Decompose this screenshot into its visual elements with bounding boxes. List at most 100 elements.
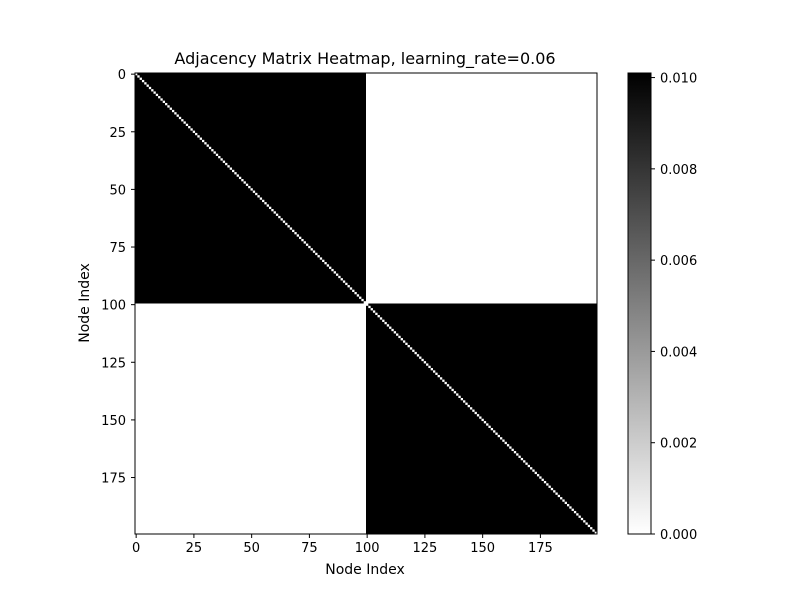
diagonal-cell: [527, 464, 531, 468]
diagonal-cell: [158, 96, 161, 99]
diagonal-cell: [576, 513, 579, 516]
diagonal-cell: [352, 289, 355, 292]
diagonal-cell: [211, 149, 214, 152]
diagonal-cell: [534, 471, 537, 475]
diagonal-cell: [148, 86, 152, 90]
diagonal-cell: [160, 98, 163, 101]
diagonal-cell: [292, 229, 295, 233]
diagonal-cell: [430, 368, 433, 371]
diagonal-cell: [525, 462, 528, 465]
diagonal-cell: [347, 285, 350, 288]
diagonal-cell: [190, 128, 193, 131]
diagonal-cell: [259, 197, 263, 200]
diagonal-cell: [553, 490, 556, 493]
diagonal-cell: [139, 77, 142, 80]
diagonal-cell: [560, 497, 563, 500]
diagonal-cell: [389, 326, 392, 329]
diagonal-cell: [490, 427, 494, 431]
diagonal-cell: [315, 252, 318, 256]
diagonal-cell: [305, 243, 309, 246]
diagonal-cell: [229, 167, 233, 170]
diagonal-cell: [481, 418, 484, 422]
y-tick-label: 150: [101, 414, 126, 429]
diagonal-cell: [488, 425, 491, 428]
x-axis-label: Node Index: [325, 562, 405, 578]
diagonal-cell: [165, 102, 168, 106]
diagonal-cell: [370, 308, 373, 311]
y-tick-label: 100: [101, 299, 126, 314]
y-tick-label: 50: [109, 183, 126, 198]
y-axis: 0 25 50 75 100 125 150 175: [101, 68, 135, 487]
diagonal-cell: [409, 347, 413, 350]
diagonal-cell: [398, 335, 401, 339]
diagonal-cell: [285, 222, 288, 226]
diagonal-cell: [331, 268, 334, 272]
diagonal-cell: [135, 73, 138, 76]
colorbar-tick-label: 0.010: [660, 72, 697, 87]
diagonal-cell: [220, 158, 223, 161]
diagonal-cell: [146, 84, 149, 87]
diagonal-cell: [335, 273, 339, 276]
diagonal-cell: [183, 121, 186, 124]
diagonal-cell: [299, 236, 302, 239]
diagonal-cell: [333, 271, 336, 274]
diagonal-cell: [245, 183, 249, 186]
diagonal-cell: [169, 107, 172, 110]
diagonal-cell: [215, 153, 219, 156]
diagonal-cell: [590, 527, 593, 530]
y-tick-label: 125: [101, 356, 126, 371]
diagonal-cell: [206, 144, 209, 147]
diagonal-cell: [227, 165, 230, 168]
diagonal-cell: [342, 280, 346, 283]
diagonal-cell: [550, 487, 554, 491]
diagonal-cell: [472, 409, 475, 412]
diagonal-cell: [349, 287, 353, 290]
diagonal-cell: [439, 377, 443, 380]
diagonal-cell: [310, 248, 313, 251]
diagonal-cell: [174, 112, 177, 115]
chart-title: Adjacency Matrix Heatmap, learning_rate=…: [174, 49, 555, 69]
diagonal-cell: [400, 338, 403, 341]
diagonal-cell: [282, 220, 286, 223]
diagonal-cell: [225, 162, 228, 166]
diagonal-cell: [541, 478, 544, 481]
diagonal-cell: [340, 278, 343, 281]
diagonal-cell: [236, 174, 239, 177]
y-tick-label: 25: [109, 126, 126, 141]
y-tick-label: 0: [118, 68, 126, 83]
colorbar: 0.000 0.002 0.004 0.006 0.008 0.010: [627, 72, 697, 543]
diagonal-cell: [432, 370, 436, 373]
x-tick-label: 100: [355, 541, 380, 556]
diagonal-cell: [435, 372, 438, 375]
diagonal-cell: [162, 100, 166, 103]
diagonal-cell: [252, 190, 256, 193]
diagonal-cell: [167, 105, 170, 108]
diagonal-cell: [520, 457, 524, 461]
diagonal-cell: [287, 225, 290, 228]
diagonal-cell: [419, 356, 422, 359]
diagonal-cell: [583, 520, 586, 523]
diagonal-cell: [530, 467, 533, 470]
diagonal-cell: [523, 460, 526, 463]
diagonal-cell: [361, 298, 364, 302]
diagonal-cell: [188, 126, 191, 129]
diagonal-cell: [326, 264, 330, 267]
diagonal-cell: [423, 361, 427, 364]
diagonal-cell: [338, 275, 341, 279]
diagonal-cell: [555, 492, 558, 495]
y-tick-label: 175: [101, 472, 126, 487]
diagonal-cell: [428, 365, 431, 369]
diagonal-cell: [294, 232, 297, 235]
diagonal-cell: [585, 522, 588, 525]
diagonal-line: [135, 73, 597, 534]
diagonal-cell: [499, 437, 503, 440]
x-tick-label: 50: [243, 541, 260, 556]
diagonal-cell: [322, 259, 325, 263]
diagonal-cell: [569, 506, 572, 509]
x-tick-label: 150: [470, 541, 495, 556]
diagonal-cell: [153, 91, 156, 94]
diagonal-cell: [548, 485, 551, 488]
diagonal-cell: [204, 142, 207, 145]
diagonal-cell: [564, 501, 567, 505]
colorbar-tick-label: 0.004: [660, 345, 697, 360]
